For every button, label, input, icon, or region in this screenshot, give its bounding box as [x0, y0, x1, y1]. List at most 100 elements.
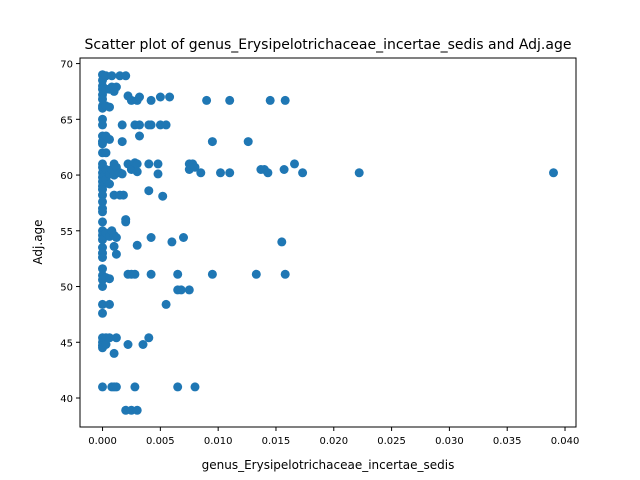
x-tick-label: 0.015	[262, 436, 291, 447]
data-point	[98, 282, 107, 291]
data-point	[98, 120, 107, 130]
data-point	[173, 269, 183, 279]
data-point	[135, 120, 144, 130]
data-point	[225, 168, 235, 178]
data-point	[176, 285, 186, 295]
data-point	[109, 348, 119, 358]
data-point	[118, 190, 128, 200]
data-point	[173, 382, 183, 392]
data-point	[121, 71, 131, 81]
x-tick-label: 0.030	[435, 436, 464, 447]
data-point	[549, 168, 558, 178]
data-point	[98, 139, 107, 149]
data-point	[111, 233, 121, 242]
data-point	[167, 237, 177, 247]
data-point	[263, 168, 273, 178]
data-point	[132, 240, 142, 250]
data-point	[216, 168, 225, 178]
data-point	[265, 95, 275, 105]
data-point	[196, 168, 206, 178]
data-point	[111, 82, 121, 92]
data-point	[135, 92, 144, 102]
data-point	[184, 285, 194, 295]
data-point	[144, 186, 154, 196]
data-point	[98, 94, 107, 104]
data-point	[165, 92, 175, 102]
data-point	[161, 299, 171, 309]
data-point	[98, 264, 107, 274]
y-tick-label: 70	[60, 60, 73, 71]
data-point	[155, 92, 165, 102]
x-axis-ticks: 0.000 0.005 0.010 0.015 0.020 0.025 0.030 0.035…	[88, 427, 579, 447]
data-point	[130, 382, 140, 392]
data-point	[111, 382, 121, 392]
x-tick-label: 0.035	[493, 436, 522, 447]
data-point	[146, 120, 156, 130]
data-point	[144, 159, 154, 169]
data-point	[105, 299, 114, 309]
data-point	[190, 382, 200, 392]
x-tick-label: 0.000	[88, 436, 117, 447]
data-point	[105, 274, 114, 284]
data-point	[98, 217, 107, 227]
y-tick-label: 65	[60, 115, 73, 126]
data-point	[202, 95, 212, 105]
data-point	[298, 168, 308, 178]
data-point	[98, 190, 107, 200]
data-point	[243, 137, 253, 147]
data-point	[190, 162, 200, 172]
data-point	[117, 137, 127, 147]
data-point	[161, 120, 171, 130]
x-tick-label: 0.005	[146, 436, 175, 447]
data-point	[105, 102, 114, 112]
data-point	[146, 269, 156, 279]
data-point	[105, 179, 114, 189]
data-point	[153, 169, 163, 179]
data-point	[279, 165, 289, 174]
plot-area	[80, 58, 576, 427]
data-point	[123, 340, 133, 349]
data-point	[207, 269, 217, 279]
x-axis-label: genus_Erysipelotrichaceae_incertae_sedis	[202, 458, 455, 472]
data-point	[354, 168, 364, 178]
data-point	[144, 333, 154, 343]
data-point	[130, 269, 140, 279]
data-point	[105, 134, 114, 144]
data-point	[117, 120, 127, 130]
data-point	[225, 95, 235, 105]
data-point	[153, 159, 163, 169]
data-point	[98, 308, 107, 318]
y-tick-label: 50	[60, 283, 73, 294]
data-point	[277, 237, 287, 247]
axes-frame	[79, 57, 577, 428]
data-point	[105, 333, 114, 343]
data-point	[107, 71, 117, 81]
data-point	[98, 382, 107, 392]
data-point	[132, 167, 142, 177]
data-point	[207, 137, 217, 147]
data-point	[280, 95, 290, 105]
data-point	[280, 269, 290, 279]
data-point	[146, 95, 156, 105]
data-point	[98, 253, 107, 262]
data-point	[98, 197, 107, 207]
data-points	[98, 70, 558, 415]
data-point	[138, 340, 148, 349]
x-tick-label: 0.025	[377, 436, 406, 447]
y-tick-label: 60	[60, 171, 73, 182]
data-point	[146, 233, 156, 242]
data-point	[101, 148, 111, 158]
x-tick-label: 0.040	[551, 436, 580, 447]
chart-title: Scatter plot of genus_Erysipelotrichacea…	[85, 37, 572, 53]
data-point	[98, 235, 107, 245]
data-point	[132, 159, 142, 169]
data-point	[109, 241, 119, 251]
data-point	[132, 405, 142, 415]
x-tick-label: 0.020	[319, 436, 348, 447]
data-point	[101, 340, 111, 349]
y-tick-label: 55	[60, 227, 73, 238]
y-tick-label: 40	[60, 394, 73, 405]
data-point	[251, 269, 261, 279]
data-point	[111, 333, 121, 343]
